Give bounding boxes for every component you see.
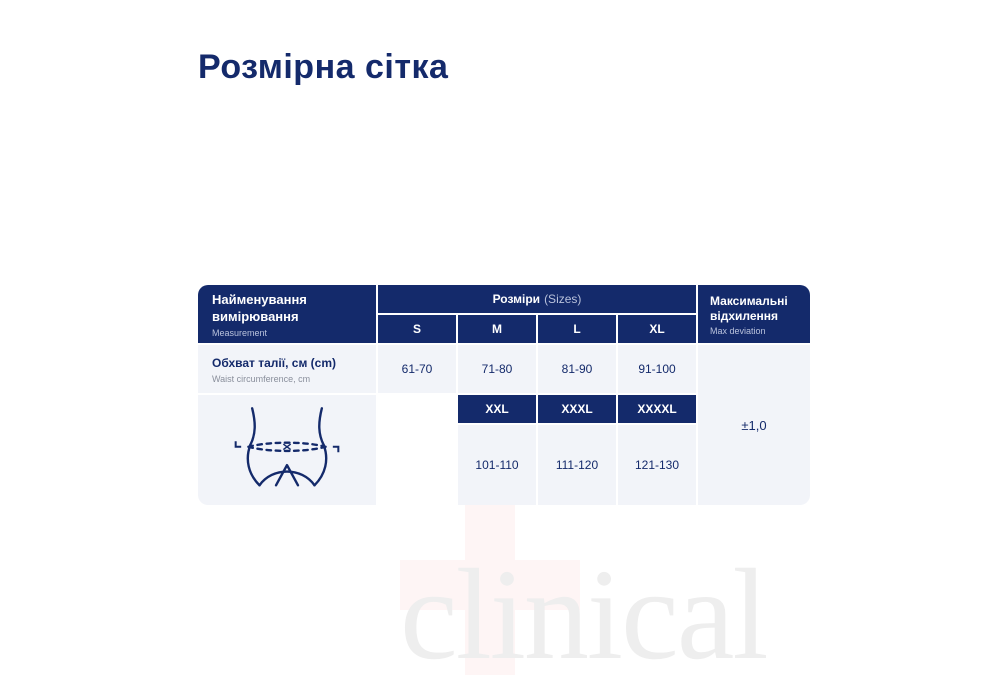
size-header: XXL [458, 395, 538, 425]
value-cell: 101-110 [458, 425, 538, 505]
header-deviation-title: Максимальні відхилення [710, 294, 800, 323]
size-header: S [378, 315, 458, 345]
size-header: XL [618, 315, 698, 345]
header-sizes-title: Розміри [493, 292, 540, 306]
header-deviation-sub: Max deviation [710, 326, 800, 336]
value-cell: 81-90 [538, 345, 618, 395]
header-measurement-sub: Measurement [212, 328, 364, 338]
size-header: M [458, 315, 538, 345]
page-title: Розмірна сітка [198, 48, 448, 87]
measurement-title: Обхват талії, см (cm) [212, 356, 364, 370]
header-measurement: Найменування вимірювання Measurement [198, 285, 378, 345]
value-cell: 121-130 [618, 425, 698, 505]
size-header: L [538, 315, 618, 345]
header-sizes-sub: (Sizes) [544, 292, 581, 306]
value-cell: 61-70 [378, 345, 458, 395]
size-chart: Найменування вимірювання Measurement Роз… [198, 285, 810, 505]
waist-illustration [198, 395, 378, 505]
measurement-sub: Waist circumference, cm [212, 374, 364, 384]
size-header: XXXXL [618, 395, 698, 425]
waist-icon [232, 406, 342, 494]
watermark-text: clinical [400, 540, 767, 690]
header-deviation: Максимальні відхилення Max deviation [698, 285, 810, 345]
size-header: XXXL [538, 395, 618, 425]
value-cell: 71-80 [458, 345, 538, 395]
header-sizes: Розміри (Sizes) [378, 285, 698, 315]
deviation-value: ±1,0 [698, 345, 810, 505]
value-cell: 111-120 [538, 425, 618, 505]
value-cell: 91-100 [618, 345, 698, 395]
header-measurement-title: Найменування вимірювання [212, 292, 364, 325]
measurement-label: Обхват талії, см (cm) Waist circumferenc… [198, 345, 378, 395]
